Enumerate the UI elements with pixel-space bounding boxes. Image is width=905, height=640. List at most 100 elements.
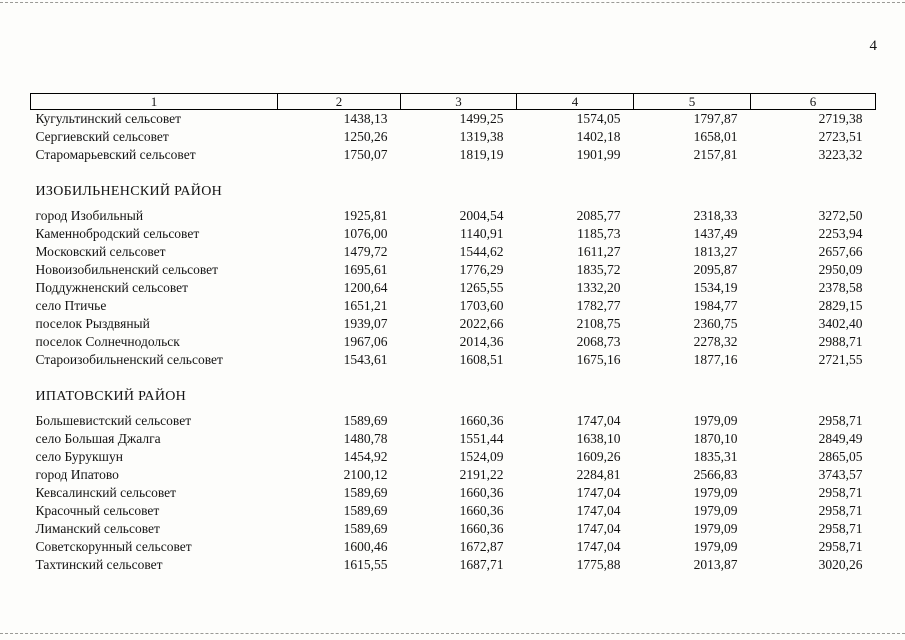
- row-name: Каменнобродский сельсовет: [35, 226, 200, 241]
- row-value: 1589,69: [343, 503, 388, 518]
- row-value: 1437,49: [693, 226, 738, 241]
- row-value: 1967,06: [343, 334, 388, 349]
- row-value: 1877,16: [693, 352, 738, 367]
- table-row: Большевистский сельсовет 1589,69 1660,36 17…: [31, 412, 876, 430]
- table-row: город Ипатово 2100,12 2191,22 2284,81 2566,8…: [31, 466, 876, 484]
- row-value: 1551,44: [459, 431, 504, 446]
- table-row: поселок Рыздвяный 1939,07 2022,66 2108,75 23…: [31, 315, 876, 333]
- row-value: 1703,60: [459, 298, 504, 313]
- row-value: 2566,83: [693, 467, 738, 482]
- row-value: 3223,32: [818, 147, 863, 162]
- row-value: 1747,04: [576, 539, 621, 554]
- row-value: 1782,77: [576, 298, 621, 313]
- table-body: Кугультинский сельсовет 1438,13 1499,25 157…: [31, 110, 876, 575]
- row-name: Староизобильненский сельсовет: [35, 352, 223, 367]
- row-value: 1611,27: [577, 244, 621, 259]
- row-value: 1660,36: [459, 413, 504, 428]
- row-value: 1479,72: [343, 244, 388, 259]
- row-value: 1200,64: [343, 280, 388, 295]
- row-name: поселок Солнечнодольск: [35, 334, 180, 349]
- column-header: 6: [750, 93, 876, 110]
- row-value: 1979,09: [693, 539, 738, 554]
- table-row: Красочный сельсовет 1589,69 1660,36 1747,04…: [31, 502, 876, 520]
- scan-artifact-top: [0, 2, 905, 3]
- row-value: 2657,66: [818, 244, 863, 259]
- row-value: 1747,04: [576, 413, 621, 428]
- spacer-row: [31, 164, 876, 177]
- row-value: 1499,25: [459, 111, 504, 126]
- table-row: Новоизобильненский сельсовет 1695,61 1776,…: [31, 261, 876, 279]
- row-name: Советскорунный сельсовет: [35, 539, 192, 554]
- row-value: 1534,19: [693, 280, 738, 295]
- row-name: поселок Рыздвяный: [35, 316, 150, 331]
- row-value: 1589,69: [343, 521, 388, 536]
- row-value: 2253,94: [818, 226, 863, 241]
- row-value: 1651,21: [343, 298, 388, 313]
- row-value: 1543,61: [343, 352, 388, 367]
- table-row: Лиманский сельсовет 1589,69 1660,36 1747,04…: [31, 520, 876, 538]
- row-value: 1600,46: [343, 539, 388, 554]
- row-value: 2157,81: [693, 147, 738, 162]
- row-name: Московский сельсовет: [35, 244, 166, 259]
- spacer-cell: [31, 369, 876, 382]
- row-value: 1939,07: [343, 316, 388, 331]
- row-value: 1979,09: [693, 503, 738, 518]
- row-value: 2950,09: [818, 262, 863, 277]
- row-value: 2278,32: [693, 334, 738, 349]
- row-value: 1776,29: [459, 262, 504, 277]
- row-name: Красочный сельсовет: [35, 503, 160, 518]
- row-value: 1675,16: [576, 352, 621, 367]
- row-value: 1524,09: [459, 449, 504, 464]
- row-value: 1695,61: [343, 262, 388, 277]
- row-value: 1660,36: [459, 521, 504, 536]
- table-row: поселок Солнечнодольск 1967,06 2014,36 2068…: [31, 333, 876, 351]
- row-name: город Изобильный: [35, 208, 144, 223]
- row-name: Большевистский сельсовет: [35, 413, 192, 428]
- row-value: 2095,87: [693, 262, 738, 277]
- row-value: 1979,09: [693, 485, 738, 500]
- row-name: село Большая Джалга: [35, 431, 161, 446]
- row-value: 1925,81: [343, 208, 388, 223]
- row-name: Новоизобильненский сельсовет: [35, 262, 219, 277]
- table-row: село Большая Джалга 1480,78 1551,44 1638,10…: [31, 430, 876, 448]
- row-value: 1638,10: [576, 431, 621, 446]
- row-value: 1660,36: [459, 485, 504, 500]
- row-value: 2191,22: [459, 467, 504, 482]
- row-value: 1901,99: [576, 147, 621, 162]
- row-value: 1332,20: [576, 280, 621, 295]
- row-value: 2958,71: [818, 485, 863, 500]
- row-name: Сергиевский сельсовет: [35, 129, 169, 144]
- row-value: 1454,92: [343, 449, 388, 464]
- row-value: 2284,81: [576, 467, 621, 482]
- scan-artifact-bottom: [0, 633, 905, 634]
- row-value: 1979,09: [693, 521, 738, 536]
- table-row: Староизобильненский сельсовет 1543,61 1608…: [31, 351, 876, 369]
- row-value: 3402,40: [818, 316, 863, 331]
- row-value: 2723,51: [818, 129, 863, 144]
- row-value: 2865,05: [818, 449, 863, 464]
- row-value: 2085,77: [576, 208, 621, 223]
- row-value: 1480,78: [343, 431, 388, 446]
- row-value: 1589,69: [343, 485, 388, 500]
- table-row: село Птичье 1651,21 1703,60 1782,77 1984,77 2…: [31, 297, 876, 315]
- row-value: 1813,27: [693, 244, 738, 259]
- row-value: 2013,87: [693, 557, 738, 572]
- row-value: 2829,15: [818, 298, 863, 313]
- table-row: Кевсалинский сельсовет 1589,69 1660,36 1747…: [31, 484, 876, 502]
- row-value: 3272,50: [818, 208, 863, 223]
- row-value: 1984,77: [693, 298, 738, 313]
- row-name: Кевсалинский сельсовет: [35, 485, 177, 500]
- table-row: Сергиевский сельсовет 1250,26 1319,38 1402,…: [31, 128, 876, 146]
- row-value: 2719,38: [818, 111, 863, 126]
- row-value: 3743,57: [818, 467, 863, 482]
- row-value: 2721,55: [818, 352, 863, 367]
- row-name: село Птичье: [35, 298, 107, 313]
- row-value: 1574,05: [576, 111, 621, 126]
- table-row: Тахтинский сельсовет 1615,55 1687,71 1775,8…: [31, 556, 876, 574]
- row-value: 2958,71: [818, 503, 863, 518]
- row-value: 2360,75: [693, 316, 738, 331]
- row-value: 2318,33: [693, 208, 738, 223]
- row-value: 1835,31: [693, 449, 738, 464]
- row-value: 1687,71: [459, 557, 504, 572]
